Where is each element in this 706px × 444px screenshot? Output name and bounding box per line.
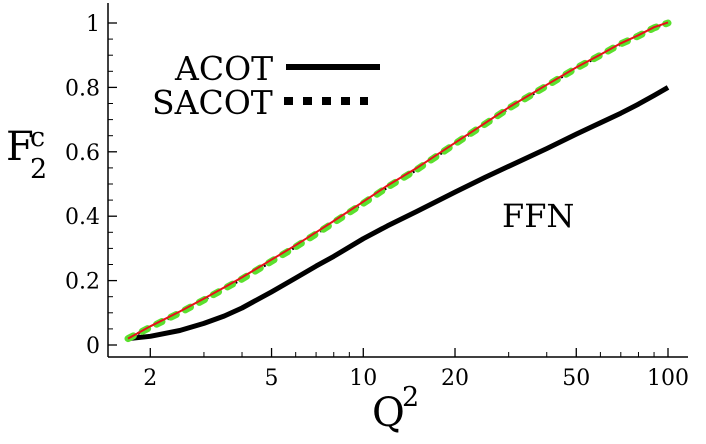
- y-axis-title: F c 2: [6, 122, 47, 185]
- y-tick-label: 0.2: [65, 270, 100, 295]
- x-tick-label: 100: [647, 366, 689, 391]
- y-tick-label: 0: [86, 334, 100, 359]
- x-axis-title-sup: 2: [402, 382, 419, 413]
- x-tick-label: 2: [143, 366, 157, 391]
- legend-label-sacot: SACOT: [152, 83, 273, 122]
- series-line-acot: [127, 85, 670, 342]
- x-axis-title: Q 2: [372, 382, 419, 436]
- x-tick-label: 5: [265, 366, 279, 391]
- x-tick-label: 50: [562, 366, 590, 391]
- series-line-curve-2: [127, 21, 669, 340]
- y-tick-label: 1: [86, 12, 100, 37]
- legend: ACOT SACOT: [152, 49, 380, 122]
- axes: 0 0.2 0.4 0.6 0.8 1 2 5 10 20 50 100: [65, 3, 689, 391]
- y-axis-title-base: F: [6, 124, 34, 170]
- x-tick-label: 10: [349, 366, 377, 391]
- y-tick-label: 0.4: [65, 205, 100, 230]
- series-layer: [124, 19, 672, 343]
- y-axis-title-sup: c: [30, 122, 45, 153]
- legend-label-acot: ACOT: [174, 49, 273, 88]
- annotation-ffn: FFN: [502, 197, 574, 235]
- x-axis-title-base: Q: [372, 390, 405, 436]
- y-tick-label: 0.8: [65, 76, 100, 101]
- y-tick-label: 0.6: [65, 141, 100, 166]
- y-axis-title-sub: 2: [30, 154, 47, 185]
- x-tick-label: 20: [441, 366, 469, 391]
